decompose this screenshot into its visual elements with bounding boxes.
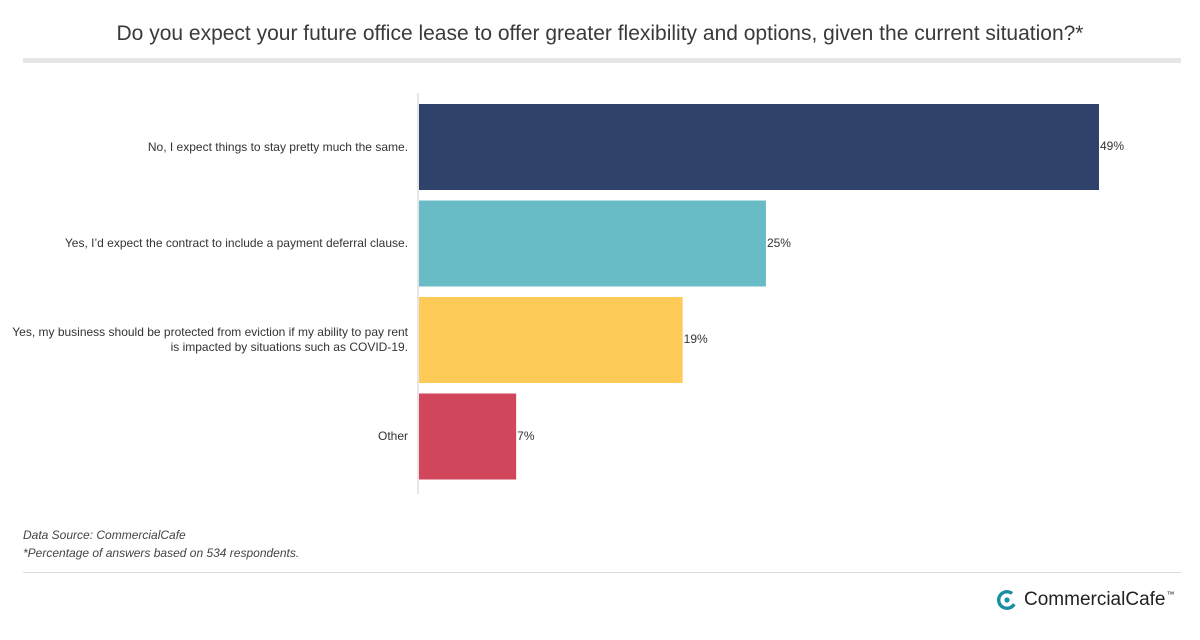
brand-trademark: ™ [1166,589,1175,599]
bar-chart [417,93,1099,494]
commercialcafe-logo-icon [996,589,1018,611]
bar [419,297,683,383]
category-label: Other [377,429,408,443]
respondents-note: *Percentage of answers based on 534 resp… [23,546,300,560]
bar [419,393,517,480]
value-label: 7% [517,428,535,443]
category-label: Yes, I’d expect the contract to include … [64,236,408,250]
value-label: 19% [683,332,708,346]
category-label: No, I expect things to stay pretty much … [147,139,408,154]
category-label: Yes, my business should be protected fro… [12,325,408,354]
value-label: 49% [1100,139,1125,153]
title-divider [23,58,1181,63]
footer-divider [23,572,1181,573]
bar [419,200,766,287]
data-source-note: Data Source: CommercialCafe [23,528,186,542]
chart-title: Do you expect your future office lease t… [116,22,1084,45]
brand-logo: CommercialCafe ™ [996,588,1174,612]
bar [419,104,1099,190]
value-label: 25% [766,235,791,250]
brand-name: CommercialCafe [1024,589,1166,610]
